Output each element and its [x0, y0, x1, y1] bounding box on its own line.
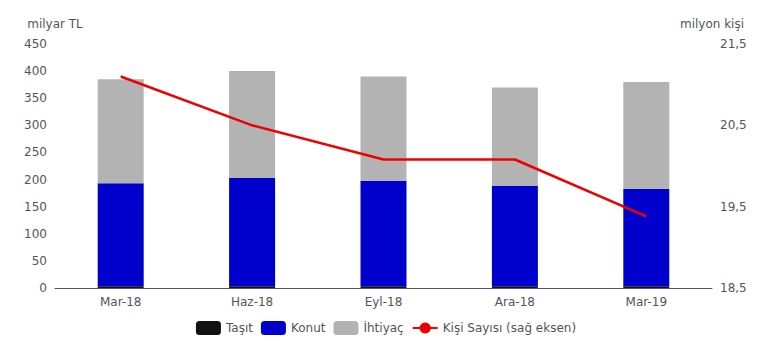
svg-text:150: 150 — [24, 200, 47, 214]
svg-text:Mar-18: Mar-18 — [100, 295, 141, 309]
svg-text:Eyl-18: Eyl-18 — [365, 295, 403, 309]
svg-text:300: 300 — [24, 118, 47, 132]
svg-text:20,5: 20,5 — [720, 118, 747, 132]
svg-text:350: 350 — [24, 91, 47, 105]
svg-text:Konut: Konut — [291, 321, 326, 335]
svg-text:Kişi Sayısı (sağ eksen): Kişi Sayısı (sağ eksen) — [443, 321, 576, 335]
svg-text:100: 100 — [24, 227, 47, 241]
svg-text:Mar-19: Mar-19 — [626, 295, 667, 309]
svg-text:18,5: 18,5 — [720, 281, 747, 295]
svg-text:400: 400 — [24, 64, 47, 78]
svg-text:21,5: 21,5 — [720, 37, 747, 51]
svg-text:19,5: 19,5 — [720, 200, 747, 214]
svg-text:Taşıt: Taşıt — [225, 321, 253, 335]
svg-text:milyar TL: milyar TL — [27, 17, 83, 31]
svg-text:Haz-18: Haz-18 — [231, 295, 273, 309]
svg-text:50: 50 — [32, 254, 47, 268]
svg-text:İhtiyaç: İhtiyaç — [363, 320, 403, 335]
svg-text:200: 200 — [24, 173, 47, 187]
svg-text:250: 250 — [24, 145, 47, 159]
svg-text:450: 450 — [24, 37, 47, 51]
svg-text:0: 0 — [39, 281, 47, 295]
svg-text:milyon kişi: milyon kişi — [680, 17, 744, 31]
svg-text:Ara-18: Ara-18 — [495, 295, 535, 309]
